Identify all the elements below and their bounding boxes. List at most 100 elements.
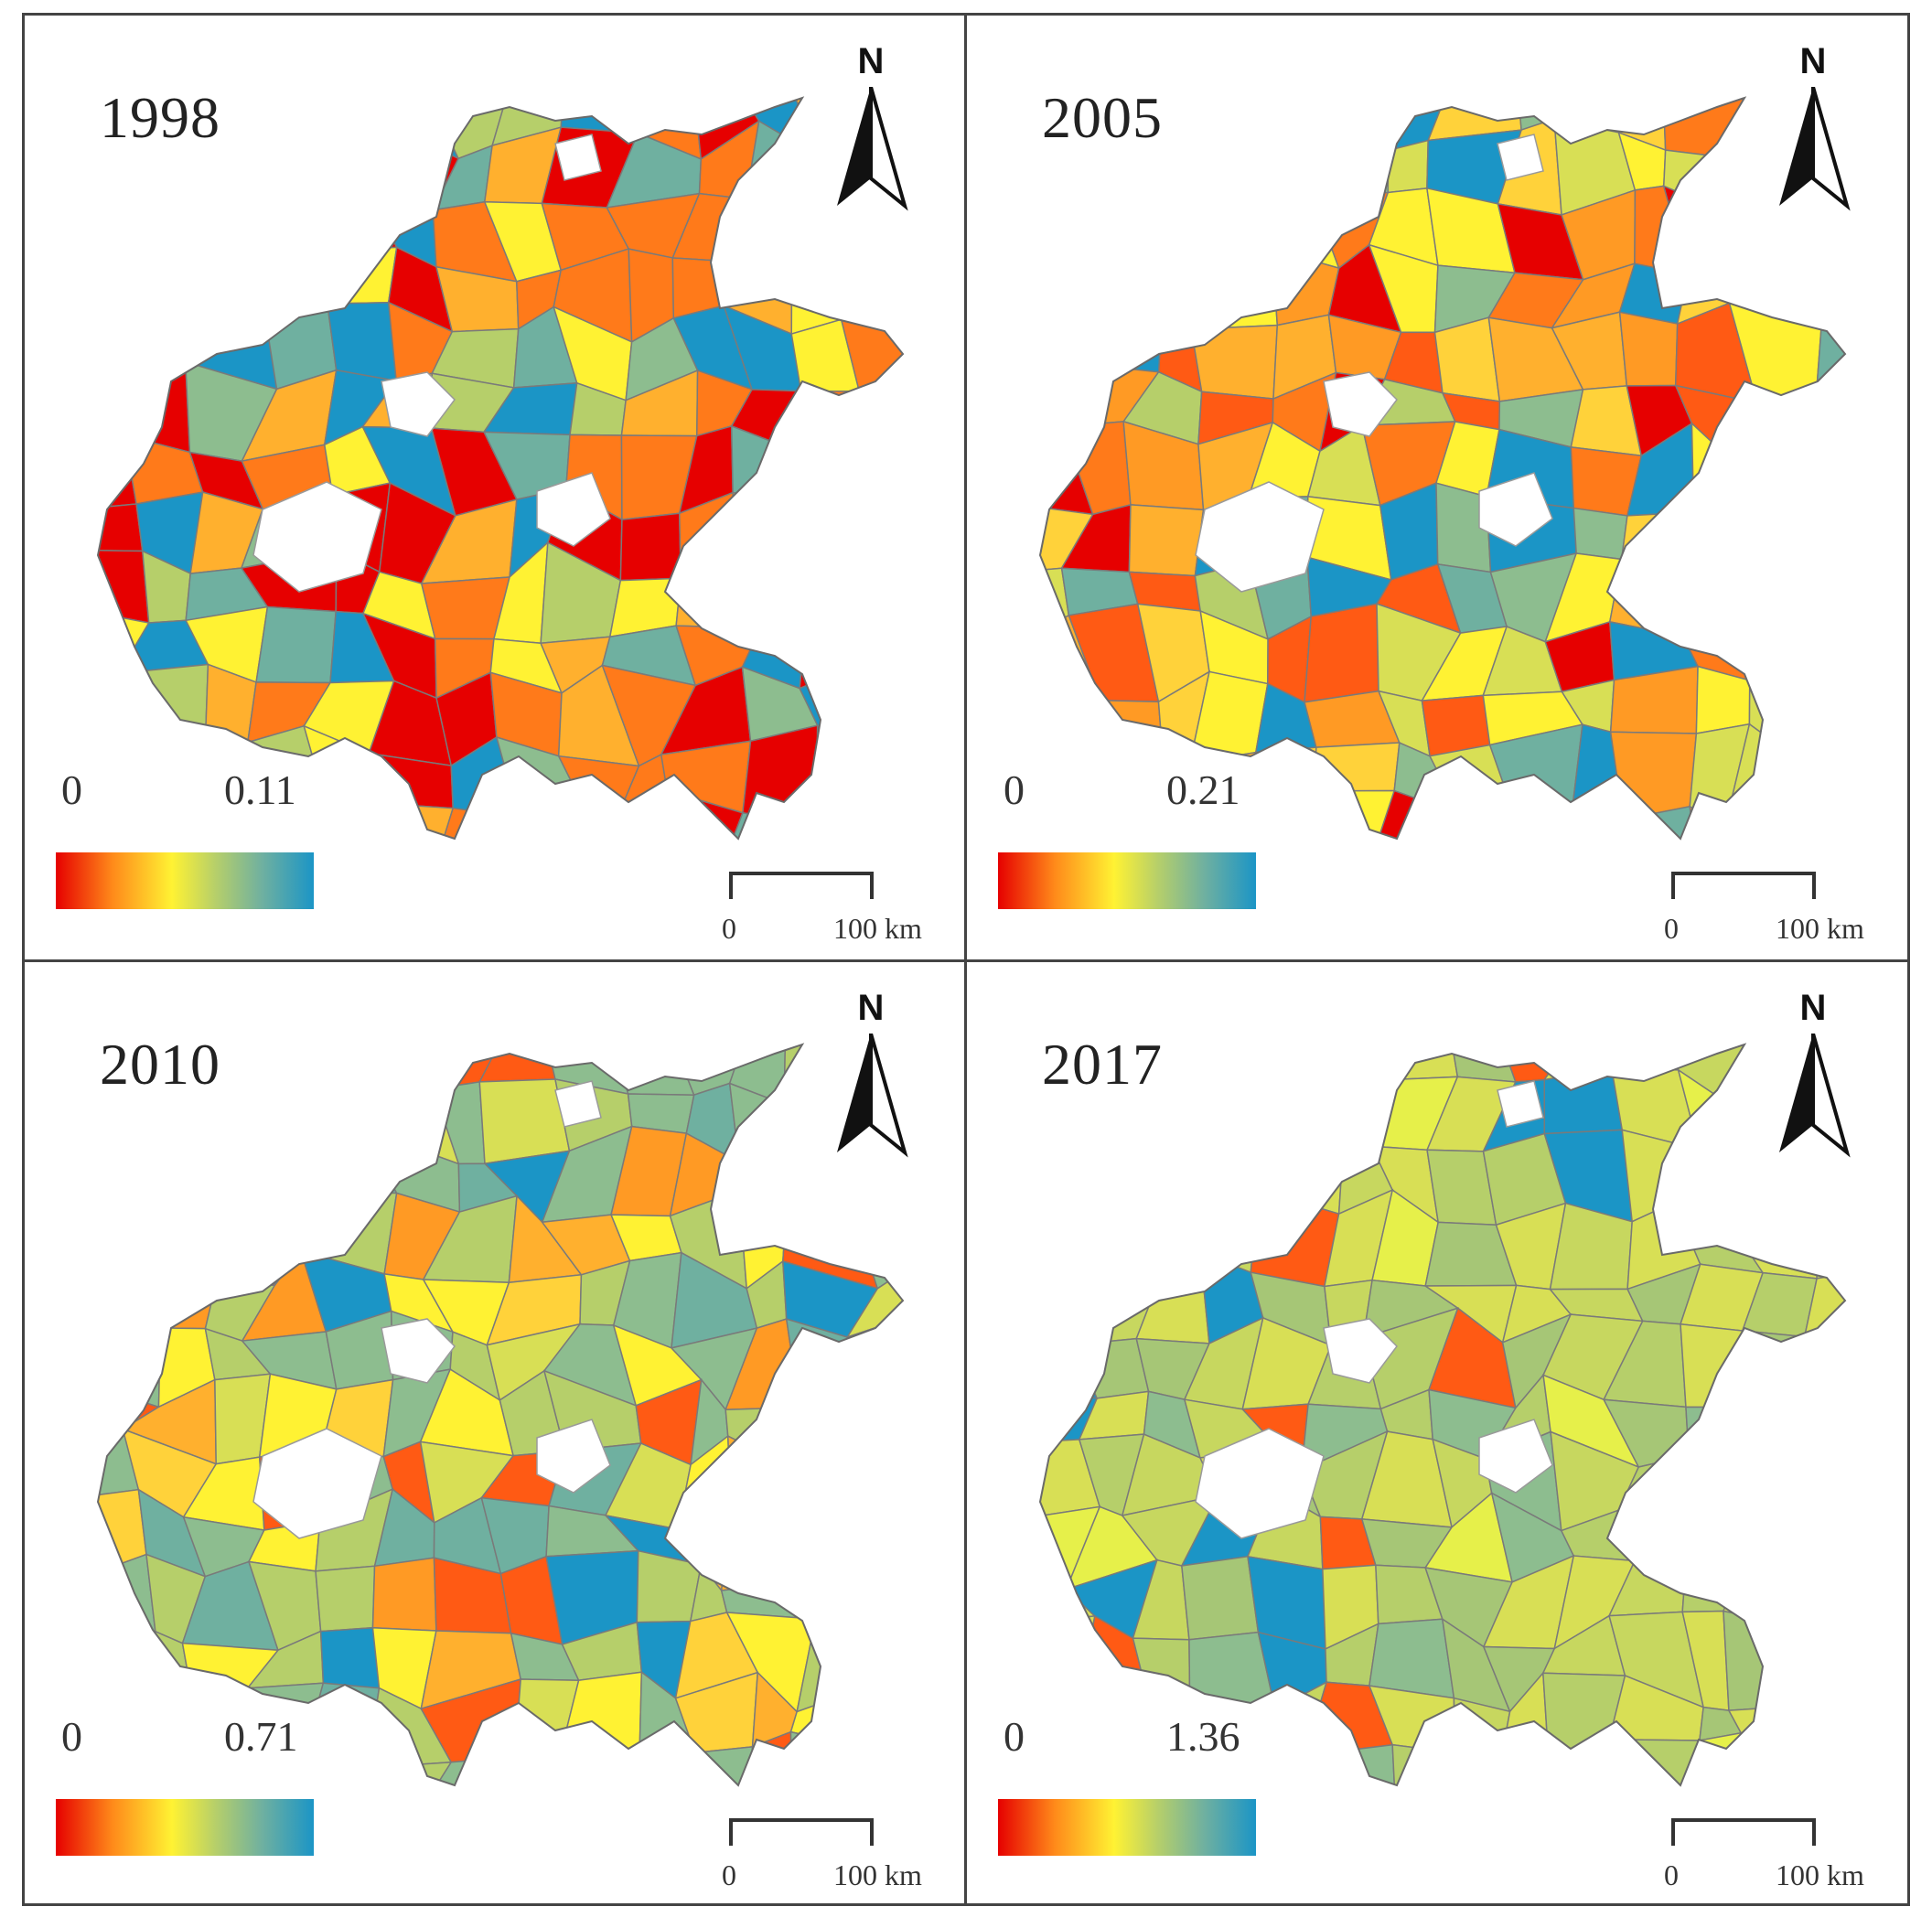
county-region: [1207, 125, 1274, 218]
county-region: [1254, 1044, 1326, 1081]
county-region: [1075, 1136, 1152, 1208]
county-region: [861, 1427, 903, 1528]
year-label: 2017: [1042, 1032, 1163, 1097]
map-panel-1998: 1998 N 0 0.11 0 100 km: [25, 16, 964, 959]
county-region: [98, 186, 130, 260]
county-region: [1254, 746, 1317, 818]
county-region: [1723, 1610, 1823, 1711]
province-outline: [1038, 1043, 1847, 1787]
county-region: [1079, 1695, 1153, 1746]
province-outline: [96, 1043, 905, 1787]
county-polygons: [98, 98, 903, 839]
county-region: [1309, 1044, 1398, 1082]
legend-max-label: 1.36: [1166, 1713, 1240, 1760]
north-arrow-icon: N: [1772, 988, 1854, 1162]
county-region: [1040, 669, 1102, 725]
blank-area: [554, 1080, 602, 1128]
scale-end-label: 100 km: [833, 1858, 922, 1891]
county-region: [553, 789, 620, 839]
county-region: [131, 1067, 212, 1141]
county-region: [840, 391, 903, 460]
map-panel-2017: 2017 N 0 1.36 0 100 km: [967, 962, 1906, 1906]
county-region: [726, 1434, 821, 1506]
county-region: [1552, 98, 1645, 134]
county-region: [1730, 390, 1819, 462]
county-region: [1673, 492, 1749, 579]
county-region: [1438, 1751, 1503, 1785]
county-region: [1308, 1079, 1373, 1162]
county-region: [1448, 1044, 1517, 1083]
county-region: [1145, 1140, 1218, 1225]
county-region: [861, 510, 903, 575]
county-region: [98, 753, 158, 791]
county-region: [98, 1135, 145, 1224]
county-region: [1040, 1044, 1091, 1097]
county-region: [191, 98, 281, 127]
county-region: [1607, 1738, 1701, 1785]
county-region: [260, 199, 326, 266]
county-region: [1795, 1507, 1845, 1591]
county-region: [318, 1071, 393, 1138]
county-region: [852, 797, 903, 839]
county-region: [319, 1626, 381, 1689]
county-region: [98, 1072, 139, 1148]
blank-area: [1323, 371, 1398, 437]
county-region: [694, 1746, 754, 1785]
county-region: [724, 1407, 800, 1470]
county-region: [1304, 603, 1379, 703]
county-region: [1788, 819, 1845, 839]
county-region: [1740, 1731, 1809, 1785]
county-region: [860, 1746, 903, 1785]
county-region: [1795, 605, 1845, 677]
county-region: [1798, 1736, 1845, 1785]
county-region: [1802, 1430, 1845, 1512]
county-region: [122, 1044, 216, 1075]
county-region: [1572, 507, 1628, 561]
county-region: [1192, 180, 1274, 256]
county-region: [1803, 1269, 1845, 1338]
county-region: [1723, 209, 1818, 276]
county-region: [1059, 723, 1164, 822]
county-region: [1140, 1067, 1218, 1161]
county-region: [1741, 1330, 1806, 1409]
scale-end-label: 100 km: [833, 912, 922, 945]
color-ramp-legend: [56, 852, 314, 909]
county-region: [1313, 742, 1401, 792]
county-region: [860, 1685, 903, 1774]
county-region: [789, 1730, 874, 1785]
blank-area: [1497, 1080, 1544, 1128]
county-region: [264, 251, 328, 321]
county-region: [257, 1071, 327, 1145]
county-region: [1088, 325, 1163, 373]
county-region: [1689, 805, 1728, 839]
county-region: [1181, 1555, 1260, 1641]
county-region: [816, 723, 855, 828]
county-region: [1618, 311, 1679, 387]
county-region: [1040, 98, 1071, 148]
county-region: [1065, 1044, 1143, 1097]
county-region: [1040, 1691, 1100, 1746]
county-region: [841, 666, 903, 757]
legend-max-label: 0.71: [224, 1713, 298, 1760]
county-region: [360, 1761, 453, 1785]
county-region: [1741, 492, 1809, 559]
county-region: [619, 512, 682, 582]
county-region: [815, 1503, 882, 1583]
county-region: [1672, 1148, 1764, 1220]
county-region: [249, 124, 337, 210]
county-region: [852, 744, 903, 814]
county-region: [1680, 1323, 1753, 1409]
county-polygons: [1040, 98, 1845, 839]
county-region: [180, 1139, 276, 1216]
county-region: [1250, 1754, 1335, 1785]
county-region: [818, 453, 864, 512]
blank-area: [1195, 481, 1325, 593]
county-region: [1304, 1743, 1397, 1785]
county-region: [1068, 141, 1144, 194]
blank-area: [381, 1318, 456, 1384]
county-region: [315, 1565, 376, 1633]
county-region: [1751, 1378, 1814, 1455]
blank-area: [554, 134, 602, 181]
map-panel-2010: 2010 N 0 0.71 0 100 km: [25, 962, 964, 1906]
county-region: [1315, 98, 1404, 152]
